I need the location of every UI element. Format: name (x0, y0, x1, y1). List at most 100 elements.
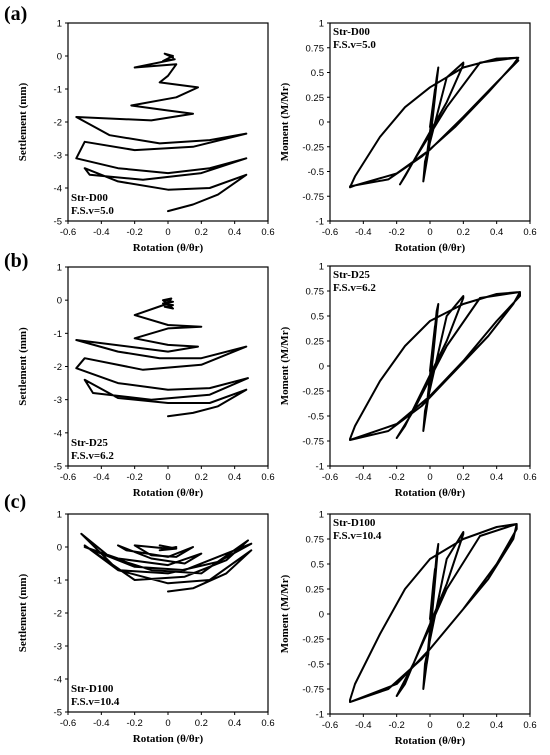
annotation-line: F.S.v=10.4 (333, 530, 382, 542)
y-tick-label: 0 (57, 543, 62, 554)
x-axis-label: Rotation (θ/θr) (133, 242, 204, 254)
annotation-line: Str-D25 (71, 437, 108, 449)
x-tick-label: -0.4 (355, 227, 371, 238)
y-tick-label: -5 (54, 217, 62, 228)
y-tick-label: -0.5 (308, 167, 324, 178)
panel-label-b: (b) (4, 250, 28, 272)
y-tick-label: -1 (316, 462, 324, 473)
y-tick-label: 0.5 (311, 68, 324, 79)
y-tick-label: -0.25 (302, 387, 324, 398)
x-tick-label: 0.6 (261, 718, 274, 729)
chart-a-moment: -0.6 -0.4 -0.2 0 0.2 0.4 0.6 1 0.75 0.5 0.25 0 -0.25… (279, 19, 537, 255)
series-line (76, 299, 248, 417)
chart-c-moment: -0.6 -0.4 -0.2 0 0.2 0.4 0.6 1 0.75 0.5 0.25 0 -0.25… (279, 510, 537, 748)
x-tick-label: -0.2 (388, 720, 404, 731)
y-tick-label: -1 (316, 217, 324, 228)
x-tick-label: 0.2 (457, 472, 470, 483)
series-line (76, 54, 246, 211)
plots-group: -0.6 -0.4 -0.2 0 0.2 0.4 0.6 1 0 -1 -2 -3 -4 -5 Rotati… (17, 19, 537, 748)
x-tick-label: 0.4 (228, 227, 241, 238)
y-axis-label: Moment (M/Mr) (279, 82, 291, 161)
y-tick-label: -3 (54, 642, 62, 653)
chart-b-settlement: -0.6 -0.4 -0.2 0 0.2 0.4 0.6 1 0 -1 -2 -3 -4 -5 Rotati… (17, 263, 275, 500)
x-tick-label: 0.6 (523, 720, 536, 731)
x-tick-label: -0.2 (126, 472, 142, 483)
y-tick-label: -0.75 (302, 192, 324, 203)
x-tick-label: -0.2 (126, 718, 142, 729)
series-line (350, 292, 520, 440)
y-tick-label: -3 (54, 395, 62, 406)
y-tick-label: 0.25 (306, 93, 325, 104)
chart-c-settlement: -0.6 -0.4 -0.2 0 0.2 0.4 0.6 1 0 -1 -2 -3 -4 -5 Rotati… (17, 510, 275, 746)
y-axis-label: Settlement (mm) (17, 82, 29, 161)
x-axis-label: Rotation (θ/θr) (395, 735, 466, 747)
annotation-line: Str-D100 (71, 683, 114, 695)
y-tick-label: -4 (54, 428, 62, 439)
x-tick-label: 0.4 (490, 720, 503, 731)
x-tick-label: 0.4 (228, 718, 241, 729)
y-tick-label: -0.25 (302, 142, 324, 153)
y-tick-label: 0 (57, 296, 62, 307)
x-tick-label: -0.6 (60, 718, 76, 729)
y-tick-label: 0 (57, 52, 62, 63)
y-tick-label: -5 (54, 462, 62, 473)
y-tick-label: -4 (54, 184, 62, 195)
x-tick-label: 0.4 (490, 472, 503, 483)
annotation-line: F.S.v=6.2 (71, 450, 114, 462)
y-tick-label: -1 (54, 329, 62, 340)
x-tick-label: -0.6 (322, 472, 338, 483)
y-tick-label: 0.5 (311, 560, 324, 571)
x-tick-label: -0.2 (388, 227, 404, 238)
x-axis-label: Rotation (θ/θr) (133, 733, 204, 745)
y-tick-label: -1 (54, 576, 62, 587)
y-tick-label: -1 (54, 85, 62, 96)
x-tick-label: 0.6 (261, 227, 274, 238)
x-tick-label: -0.4 (93, 472, 109, 483)
y-tick-label: 1 (319, 19, 324, 30)
annotation-line: Str-D00 (333, 26, 370, 38)
y-tick-label: 0.75 (306, 43, 325, 54)
y-tick-label: 1 (57, 19, 62, 30)
annotation-line: F.S.v=6.2 (333, 282, 376, 294)
x-tick-label: 0.6 (523, 472, 536, 483)
annotation-line: F.S.v=5.0 (333, 39, 376, 51)
x-tick-label: -0.6 (322, 720, 338, 731)
y-tick-label: 0 (319, 610, 324, 621)
x-tick-label: 0 (427, 227, 432, 238)
x-tick-label: -0.2 (388, 472, 404, 483)
x-tick-label: 0 (427, 472, 432, 483)
y-tick-label: 1 (319, 510, 324, 521)
x-tick-label: -0.4 (93, 227, 109, 238)
y-tick-label: -1 (316, 710, 324, 721)
annotation-line: Str-D25 (333, 269, 370, 281)
annotation-line: Str-D00 (71, 192, 108, 204)
x-tick-label: -0.2 (126, 227, 142, 238)
x-tick-label: 0 (165, 472, 170, 483)
x-tick-label: 0.2 (457, 720, 470, 731)
y-tick-label: 0.75 (306, 287, 325, 298)
y-tick-label: 1 (57, 263, 62, 274)
annotation-line: Str-D100 (333, 517, 376, 529)
x-tick-label: 0.2 (195, 472, 208, 483)
chart-a-settlement: -0.6 -0.4 -0.2 0 0.2 0.4 0.6 1 0 -1 -2 -3 -4 -5 Rotati… (17, 19, 275, 255)
x-tick-label: -0.6 (322, 227, 338, 238)
y-tick-label: 0.75 (306, 535, 325, 546)
y-tick-label: -0.5 (308, 660, 324, 671)
y-tick-label: -2 (54, 118, 62, 129)
y-tick-label: -2 (54, 609, 62, 620)
series-line (350, 58, 518, 188)
series-line (350, 524, 517, 702)
y-axis-label: Moment (M/Mr) (279, 574, 291, 653)
y-axis-label: Settlement (mm) (17, 327, 29, 406)
annotation-line: F.S.v=5.0 (71, 205, 114, 217)
x-axis-label: Rotation (θ/θr) (395, 487, 466, 499)
y-tick-label: -0.5 (308, 412, 324, 423)
y-tick-label: -4 (54, 675, 62, 686)
panel-label-a: (a) (4, 3, 27, 25)
x-tick-label: 0 (427, 720, 432, 731)
y-tick-label: -2 (54, 362, 62, 373)
series-line (81, 534, 251, 592)
annotation-line: F.S.v=10.4 (71, 696, 120, 708)
x-tick-label: 0.6 (261, 472, 274, 483)
